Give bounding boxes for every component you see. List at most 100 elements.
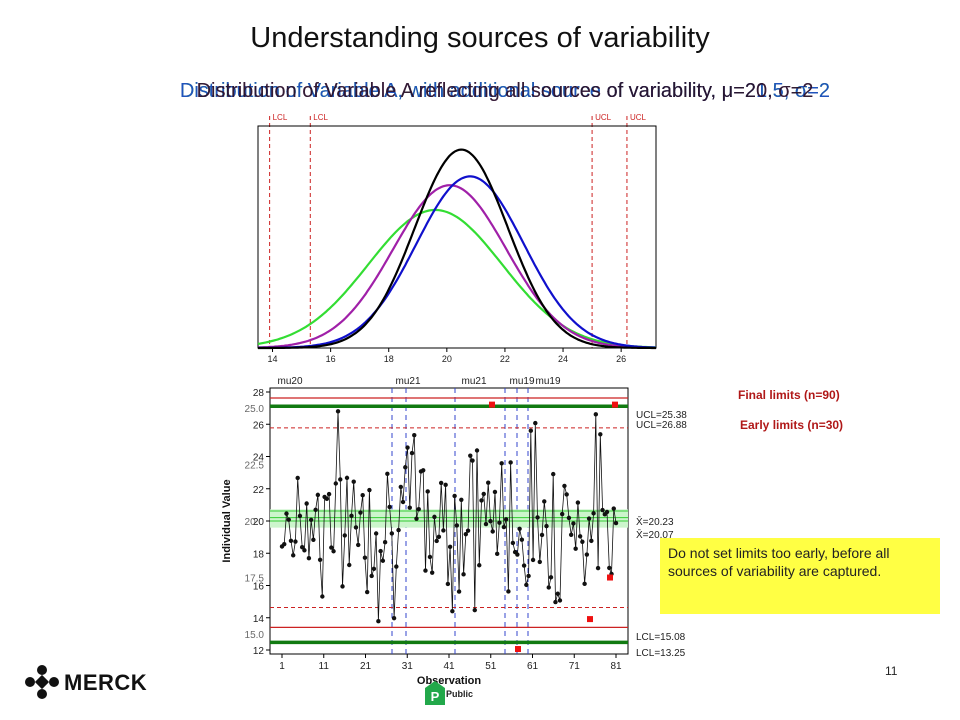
data-point bbox=[299, 544, 305, 550]
phase-label: mu21 bbox=[461, 376, 486, 387]
distribution-curve bbox=[257, 184, 656, 349]
data-point bbox=[508, 460, 513, 465]
x-tick-label: 20 bbox=[442, 354, 452, 364]
data-point bbox=[295, 475, 300, 481]
data-point bbox=[537, 559, 542, 565]
data-point bbox=[470, 458, 475, 463]
phase-label: mu19 bbox=[509, 376, 534, 387]
limit-value-label: UCL=26.88 bbox=[636, 420, 687, 431]
distribution-chart: LCL LCL UCL UCL 14 16 18 20 22 24 26 bbox=[257, 113, 657, 364]
subtitle-green: Distribution of Variable A, with additio… bbox=[179, 80, 831, 102]
data-point bbox=[463, 531, 469, 537]
data-point bbox=[331, 549, 336, 554]
data-point bbox=[304, 501, 309, 506]
data-point bbox=[306, 556, 312, 561]
data-point bbox=[356, 542, 361, 548]
data-point bbox=[548, 575, 554, 580]
data-point bbox=[571, 521, 576, 526]
data-point bbox=[530, 557, 536, 563]
x-tick-label: 24 bbox=[558, 354, 568, 364]
data-point bbox=[441, 528, 446, 533]
data-point bbox=[288, 538, 294, 543]
data-point bbox=[396, 527, 401, 533]
data-point bbox=[535, 515, 540, 520]
data-point bbox=[362, 555, 368, 560]
data-point bbox=[376, 619, 381, 624]
data-point bbox=[385, 471, 390, 477]
data-point bbox=[338, 477, 343, 482]
data-point bbox=[324, 496, 330, 501]
y-tick-label: 20 bbox=[253, 517, 265, 528]
data-point bbox=[313, 507, 318, 513]
data-point bbox=[432, 514, 437, 520]
data-point bbox=[542, 499, 547, 504]
data-point bbox=[510, 540, 516, 546]
data-point bbox=[414, 516, 419, 521]
data-point bbox=[586, 516, 592, 521]
data-point bbox=[335, 409, 341, 414]
data-point bbox=[416, 506, 421, 512]
data-point bbox=[421, 468, 426, 473]
limit-value-label: LCL=13.25 bbox=[636, 648, 686, 659]
out-of-control-point bbox=[515, 646, 521, 653]
data-point bbox=[515, 552, 520, 557]
limit-line-label: UCL bbox=[630, 113, 647, 122]
data-point bbox=[526, 573, 531, 579]
data-point bbox=[425, 489, 430, 494]
data-point bbox=[593, 412, 599, 417]
data-point bbox=[598, 432, 603, 437]
data-point bbox=[494, 551, 500, 557]
page-number: 11 bbox=[885, 664, 898, 678]
public-label: Public bbox=[446, 689, 474, 699]
data-point bbox=[445, 581, 451, 587]
data-point bbox=[472, 607, 477, 613]
y-tick-label: 26 bbox=[253, 420, 265, 431]
data-point bbox=[282, 541, 287, 547]
distribution-curve bbox=[258, 148, 656, 350]
data-point bbox=[501, 524, 507, 530]
data-point bbox=[373, 531, 379, 536]
distribution-curves bbox=[257, 148, 657, 350]
y-tick-label-alt: 22.5 bbox=[245, 461, 265, 472]
data-point bbox=[353, 525, 359, 530]
limit-value-label: X̄=20.07 bbox=[636, 528, 674, 541]
y-tick-label: 22 bbox=[253, 485, 265, 496]
x-tick-label: 61 bbox=[527, 661, 539, 672]
data-point bbox=[315, 492, 321, 498]
data-point bbox=[474, 448, 480, 453]
data-point bbox=[387, 504, 392, 510]
data-point bbox=[566, 515, 572, 521]
y-tick-label: 16 bbox=[253, 582, 265, 593]
data-point bbox=[539, 532, 545, 538]
data-point bbox=[447, 544, 453, 550]
data-point bbox=[551, 471, 556, 477]
data-point bbox=[560, 511, 565, 517]
data-point bbox=[580, 539, 585, 544]
data-point bbox=[454, 523, 460, 528]
data-point bbox=[582, 581, 587, 587]
x-tick-label: 14 bbox=[268, 354, 278, 364]
data-point bbox=[436, 534, 442, 540]
data-point bbox=[438, 480, 444, 486]
control-limit-lines: LCL LCL UCL UCL bbox=[269, 113, 647, 348]
data-point bbox=[553, 599, 558, 605]
data-point bbox=[497, 520, 502, 525]
y-tick-label: 24 bbox=[253, 453, 265, 464]
data-point bbox=[409, 450, 415, 456]
x-tick-label: 41 bbox=[443, 661, 455, 672]
out-of-control-point bbox=[587, 616, 593, 623]
data-point bbox=[364, 589, 370, 595]
data-point bbox=[461, 572, 466, 577]
limit-value-label: LCL=15.08 bbox=[636, 632, 686, 643]
out-of-control-point bbox=[489, 401, 495, 408]
data-point bbox=[611, 506, 616, 511]
limit-line-label: LCL bbox=[273, 113, 288, 122]
data-point bbox=[329, 545, 334, 550]
x-tick-label: 81 bbox=[610, 661, 622, 672]
data-point bbox=[452, 493, 457, 499]
data-point bbox=[517, 526, 522, 532]
data-point bbox=[286, 517, 291, 522]
distribution-x-ticks: 14 16 18 20 22 24 26 bbox=[268, 348, 626, 364]
data-point bbox=[490, 529, 495, 534]
